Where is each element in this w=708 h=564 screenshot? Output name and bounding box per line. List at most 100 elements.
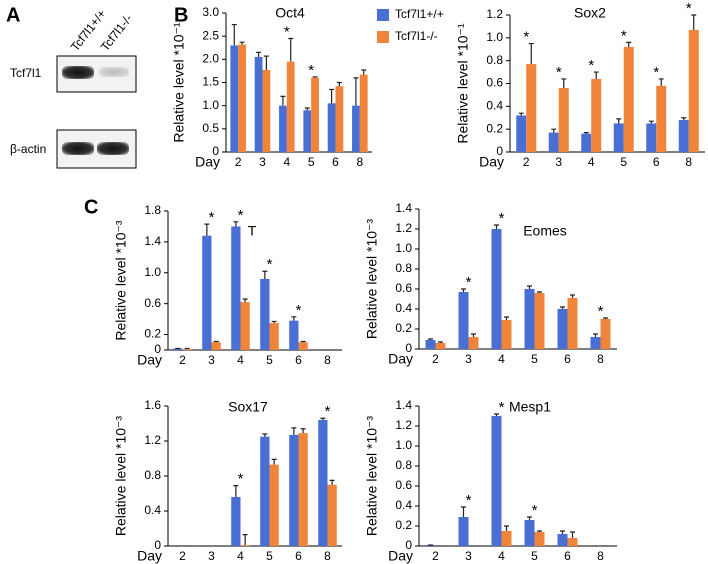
bar <box>260 278 270 350</box>
x-axis-label: Day <box>137 352 162 368</box>
legend-swatch <box>377 9 389 21</box>
x-tick-label: 6 <box>564 352 571 366</box>
error-bar <box>658 78 664 86</box>
y-tick-label: 1.2 <box>144 433 161 447</box>
x-tick-label: 8 <box>324 549 331 563</box>
x-tick-label: 8 <box>324 353 331 367</box>
error-bar <box>291 427 297 435</box>
bar <box>327 103 336 152</box>
y-tick-label: 1.0 <box>144 265 161 279</box>
y-axis-label: Relative level *10⁻³ <box>364 416 380 537</box>
legend-label: Tcf7l1+/+ <box>395 7 444 21</box>
y-tick-label: 0.6 <box>144 296 161 310</box>
y-tick-label: 0.8 <box>395 458 412 472</box>
error-bar <box>291 316 297 321</box>
x-tick-label: 6 <box>653 155 660 169</box>
significance-marker: * <box>466 274 472 291</box>
error-bar <box>271 320 277 323</box>
y-tick-label: 0.8 <box>486 53 503 67</box>
significance-marker: * <box>296 302 302 319</box>
bar <box>468 337 479 349</box>
bar <box>279 105 287 152</box>
y-tick-label: 1.4 <box>144 234 161 248</box>
bar <box>613 123 624 152</box>
y-tick-label: 0.4 <box>144 503 161 517</box>
bar <box>526 64 537 152</box>
chart-title: Mesp1 <box>509 399 551 415</box>
x-tick-label: 8 <box>356 155 363 169</box>
bar <box>558 88 569 152</box>
error-bar <box>271 458 277 465</box>
y-tick-label: 1.2 <box>395 418 412 432</box>
y-tick-label: 3.0 <box>202 5 219 19</box>
y-tick-label: 0.5 <box>202 121 219 135</box>
x-tick-label: 8 <box>597 352 604 366</box>
error-bar <box>461 288 466 292</box>
y-tick-label: 0.6 <box>395 478 412 492</box>
error-bar <box>527 285 532 289</box>
y-tick-label: 1.0 <box>395 241 412 255</box>
error-bar <box>461 506 466 517</box>
bar <box>289 434 299 546</box>
blot-band <box>62 142 94 155</box>
bar <box>458 517 469 546</box>
significance-marker: * <box>238 207 244 224</box>
bar <box>240 302 250 350</box>
y-tick-label: 1.0 <box>486 30 503 44</box>
bar <box>501 320 512 349</box>
significance-marker: * <box>466 492 472 509</box>
error-bar <box>204 223 210 236</box>
panel-label: B <box>174 4 188 26</box>
error-bar <box>471 333 476 337</box>
error-bar <box>504 525 509 531</box>
bar <box>327 484 337 546</box>
significance-marker: * <box>556 64 562 81</box>
y-tick-label: 0.4 <box>395 498 412 512</box>
error-bar <box>593 333 598 337</box>
significance-marker: * <box>308 62 314 79</box>
x-axis-label: Day <box>137 548 162 564</box>
bar <box>435 343 446 349</box>
x-tick-label: 2 <box>179 353 186 367</box>
error-bar <box>537 530 542 532</box>
y-tick-label: 0.6 <box>486 76 503 90</box>
y-tick-label: 0 <box>154 342 161 356</box>
error-bar <box>300 340 306 343</box>
bar <box>524 289 535 349</box>
significance-marker: * <box>209 209 215 226</box>
bar <box>286 61 295 152</box>
error-bar <box>312 76 318 78</box>
error-bar <box>518 112 524 116</box>
x-tick-label: 4 <box>498 352 505 366</box>
error-bar <box>648 120 654 124</box>
bar <box>262 69 271 152</box>
significance-marker: * <box>686 0 692 17</box>
bar <box>202 235 212 350</box>
bar <box>240 545 250 546</box>
bar <box>567 538 578 546</box>
error-bar <box>242 534 248 546</box>
x-axis-label: Day <box>388 548 413 564</box>
bar <box>359 74 368 152</box>
y-axis-label: Relative level *10⁻¹ <box>171 22 187 143</box>
bar <box>335 86 344 152</box>
bar <box>173 348 183 350</box>
blot-row-label: β-actin <box>10 142 46 156</box>
error-bar <box>583 131 589 134</box>
error-bar <box>329 88 335 104</box>
bar <box>567 298 578 349</box>
bar <box>254 57 263 153</box>
error-bar <box>494 413 499 416</box>
significance-marker: * <box>325 403 331 420</box>
y-axis-label: Relative level *10⁻³ <box>113 416 129 537</box>
error-bar <box>561 78 567 89</box>
error-bar <box>239 41 245 45</box>
bar <box>491 416 502 546</box>
error-bar <box>361 69 367 75</box>
bar <box>623 46 634 152</box>
y-tick-label: 1.2 <box>486 7 503 21</box>
bar <box>534 293 545 349</box>
error-bar <box>184 347 190 350</box>
x-tick-label: 2 <box>432 549 439 563</box>
error-bar <box>262 433 268 437</box>
